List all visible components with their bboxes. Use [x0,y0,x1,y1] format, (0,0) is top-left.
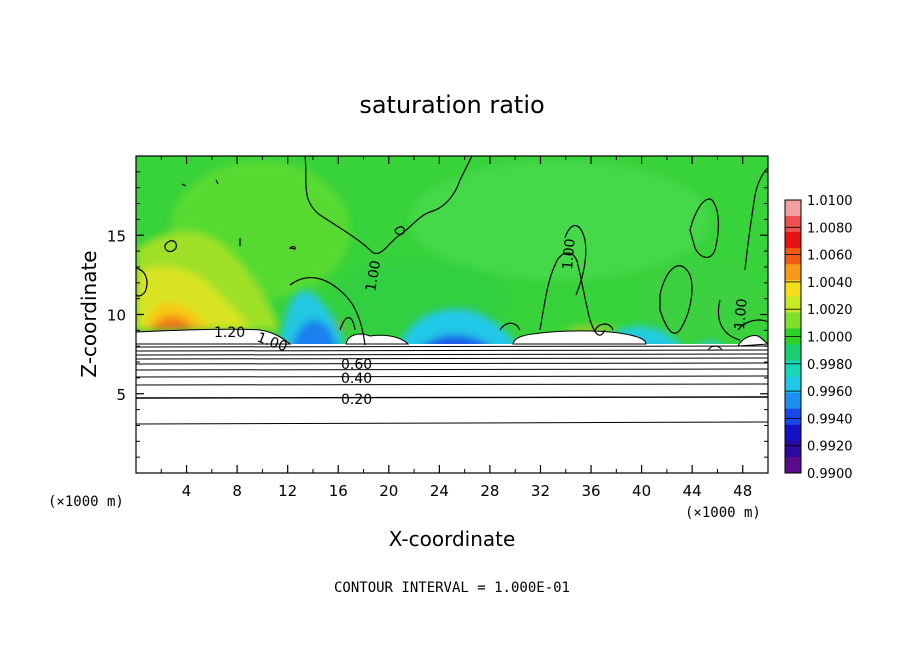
x-tick-label: 32 [531,482,550,500]
x-tick-label: 48 [733,482,752,500]
x-tick-label: 20 [379,482,398,500]
colorbar-swatch [785,200,801,217]
colorbar-tick-label: 1.0060 [807,249,853,264]
colorbar-tick-label: 0.9940 [807,412,853,427]
colorbar: 1.0100 1.0080 1.0060 1.0040 1.0020 1.0000 0.99… [784,194,853,482]
contour-label-1-00-b: 1.00 [363,259,384,292]
colorbar-swatch [785,264,801,281]
x-tick-label: 16 [329,482,348,500]
y-tick-label: 10 [107,307,126,325]
y-axis-label: Z-coordinate [77,250,101,377]
colorbar-tick-label: 0.9960 [807,385,853,400]
colorbar-swatch [785,440,801,458]
x-unit-label: (×1000 m) [685,505,761,521]
colorbar-swatch [785,408,801,426]
colorbar-tick-label: 0.9980 [807,358,853,373]
x-tick-label: 24 [430,482,449,500]
colorbar-swatch [785,232,801,249]
x-tick-label: 40 [632,482,651,500]
subsaturated-region [136,344,768,473]
contour-label-1-20: 1.20 [214,325,245,341]
colorbar-tick-label: 0.9920 [807,440,853,455]
plot-area [136,156,768,473]
x-tick-label: 12 [278,482,297,500]
x-tick-label: 44 [683,482,702,500]
x-tick-label: 4 [182,482,192,500]
chart-title: saturation ratio [359,91,544,119]
cloud-puffs [136,328,768,351]
colorbar-swatch [785,296,801,313]
colorbar-tick-label: 0.9900 [807,467,853,482]
x-tick-label: 28 [480,482,499,500]
colorbar-swatch [785,392,801,410]
colorbar-swatch [785,248,801,265]
colorbar-tick-label: 1.0080 [807,221,853,236]
colorbar-swatch [785,360,801,378]
x-tick-label: 36 [581,482,600,500]
x-axis-label: X-coordinate [389,527,516,551]
colorbar-tick-label: 1.0040 [807,276,853,291]
colorbar-swatch [785,424,801,442]
y-tick-label: 5 [116,386,126,404]
warm-lobe [136,231,620,332]
colorbar-swatch [785,280,801,297]
colorbar-swatch [785,312,801,329]
contour-lines-cloud [136,156,768,346]
colorbar-tick-label: 1.0000 [807,331,853,346]
y-unit-label: (×1000 m) [48,494,124,510]
colorbar-tick-label: 1.0020 [807,303,853,318]
colorbar-swatch [785,456,801,474]
contour-label-1-00-c: 1.00 [560,238,579,270]
contour-label-0-20: 0.20 [341,392,372,408]
colorbar-swatch [785,216,801,233]
colorbar-swatch [785,376,801,394]
y-axis-ticks: 5 10 15 [107,171,768,458]
colorbar-tick-label: 1.0100 [807,194,853,209]
contour-label-0-40: 0.40 [341,371,372,387]
x-tick-label: 8 [232,482,242,500]
contour-label-0-60: 0.60 [341,357,372,373]
contour-label-1-00-d: 1.00 [732,298,751,330]
colorbar-swatch [785,344,801,362]
contour-interval-label: CONTOUR INTERVAL = 1.000E-01 [334,580,570,596]
contour-lines-subsaturated [136,345,768,425]
y-tick-label: 15 [107,227,126,245]
x-axis-ticks: 4 8 12 16 20 24 28 32 36 40 44 48 [160,156,752,500]
